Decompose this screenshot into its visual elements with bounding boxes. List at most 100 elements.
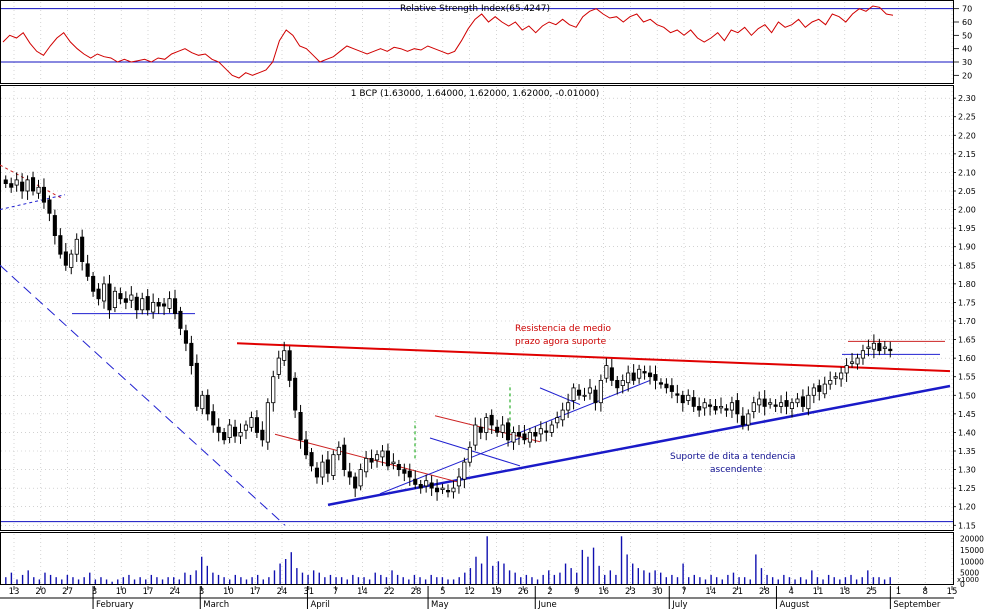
candlestick-series [3, 171, 893, 501]
candle-body [735, 400, 740, 415]
candle-body [495, 426, 500, 433]
price-tick-label: 1.90 [958, 243, 976, 252]
candle-body [686, 394, 691, 401]
price-tick-label: 2.25 [958, 113, 976, 122]
candle-body [719, 405, 724, 409]
price-tick-label: 1.25 [958, 484, 976, 493]
day-label: 2 [547, 587, 552, 597]
candle-body [631, 372, 636, 381]
candle-body [888, 348, 893, 352]
candle-body [3, 179, 8, 184]
day-label: 24 [169, 587, 180, 597]
candle-body [609, 367, 614, 381]
candle-body [740, 415, 745, 426]
candle-body [102, 283, 107, 302]
candle-body [549, 424, 554, 433]
price-tick-label: 1.70 [958, 317, 976, 326]
candle-body [620, 379, 625, 386]
candle-body [424, 480, 429, 487]
day-label: 4 [788, 587, 793, 597]
candle-body [172, 298, 178, 315]
price-tick-label: 2.30 [958, 94, 976, 103]
month-label: June [537, 600, 557, 610]
candle-body [779, 402, 784, 407]
candle-body [331, 454, 336, 476]
rsi-panel-title: Relative Strength Index(65.4247) [400, 4, 550, 14]
resistance-annotation-line-1: Resistencia de medio [515, 324, 611, 334]
candle-body [391, 461, 396, 465]
price-tick-label: 2.00 [958, 206, 976, 215]
candle-body [260, 429, 265, 441]
candle-body [680, 394, 685, 404]
rsi-tick-label: 40 [962, 45, 972, 54]
volume-tick-label: 20000 [960, 535, 984, 544]
month-label: July [671, 600, 687, 610]
candle-body [413, 478, 418, 485]
day-label: 30 [652, 587, 663, 597]
candle-body [156, 301, 161, 307]
volume-units-label: x1000 [957, 576, 979, 584]
candle-body [25, 179, 30, 192]
candle-body [637, 368, 642, 379]
candle-body [664, 383, 669, 389]
candle-body [254, 417, 260, 433]
candle-body [484, 417, 489, 433]
candle-body [877, 342, 882, 352]
day-label: 3 [199, 587, 204, 597]
volume-tick-label: 5000 [960, 569, 979, 578]
candle-body [178, 310, 183, 329]
candle-body [806, 394, 811, 410]
volume-tick-label: 0 [960, 580, 965, 589]
candle-body [167, 298, 172, 309]
candle-body [566, 402, 571, 411]
candle-body [74, 238, 79, 255]
candle-body [505, 422, 511, 441]
candle-body [544, 430, 549, 433]
day-label: 17 [143, 587, 154, 597]
volume-panel-frame [0, 532, 954, 585]
candle-body [429, 482, 434, 489]
candle-body [200, 394, 205, 410]
support-annotation-line-2: ascendente [710, 465, 763, 475]
day-label: 28 [759, 587, 770, 597]
candle-body [58, 235, 63, 255]
candle-body [828, 379, 833, 385]
day-label: 5 [440, 587, 445, 597]
candle-body [47, 199, 52, 214]
trend-lines [0, 164, 951, 526]
early-support-line [0, 194, 66, 211]
day-label: 7 [681, 587, 686, 597]
candle-body [369, 457, 374, 463]
candle-body [653, 374, 658, 381]
candle-body [587, 387, 592, 394]
candle-body [516, 431, 521, 437]
day-label: 11 [813, 587, 824, 597]
day-label: 7 [333, 587, 338, 597]
day-label: 31 [303, 587, 314, 597]
candle-body [298, 411, 303, 441]
candle-body [702, 402, 707, 409]
candle-body [773, 404, 778, 407]
candle-body [615, 379, 620, 389]
candle-body [882, 346, 887, 349]
day-label: 18 [839, 587, 850, 597]
candle-body [729, 402, 734, 411]
candle-body [118, 293, 123, 300]
day-label: 12 [464, 587, 475, 597]
rsi-panel-frame [0, 0, 954, 84]
candle-body [850, 361, 855, 364]
rsi-tick-label: 30 [962, 58, 972, 67]
price-panel-frame [0, 85, 954, 531]
candle-body [538, 428, 543, 435]
candle-body [839, 372, 844, 380]
candle-body [342, 444, 347, 471]
candle-body [353, 476, 358, 489]
candle-body [276, 357, 281, 375]
day-label: 22 [384, 587, 395, 597]
candle-body [746, 413, 751, 426]
volume-tick-label: 15000 [960, 546, 984, 555]
day-label: 10 [116, 587, 127, 597]
candle-body [434, 487, 440, 493]
candle-body [467, 446, 472, 463]
